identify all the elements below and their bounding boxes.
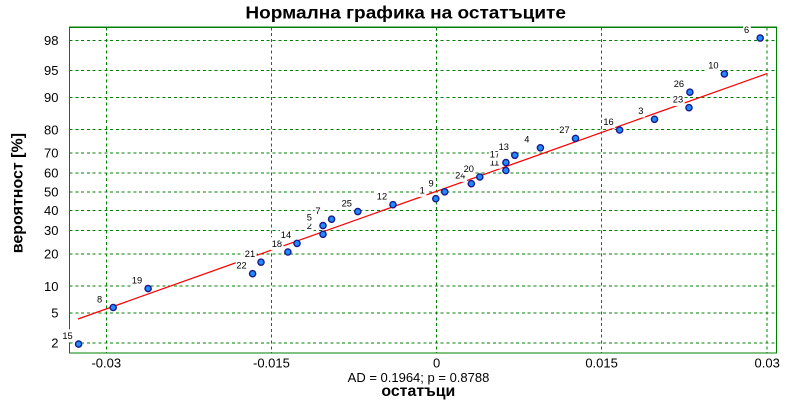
- svg-text:25: 25: [342, 198, 352, 208]
- svg-text:17: 17: [490, 149, 500, 159]
- svg-text:27: 27: [559, 125, 569, 135]
- svg-text:22: 22: [236, 261, 246, 271]
- svg-text:2: 2: [51, 336, 58, 351]
- svg-text:95: 95: [44, 63, 58, 78]
- svg-text:16: 16: [603, 117, 613, 127]
- svg-text:10: 10: [44, 279, 58, 294]
- svg-text:5: 5: [307, 212, 312, 222]
- svg-text:30: 30: [44, 223, 58, 238]
- svg-text:5: 5: [51, 306, 58, 321]
- svg-text:1: 1: [420, 186, 425, 196]
- svg-text:2: 2: [307, 221, 312, 231]
- svg-text:26: 26: [674, 79, 684, 89]
- svg-text:11: 11: [490, 157, 500, 167]
- svg-text:18: 18: [272, 239, 282, 249]
- svg-text:24: 24: [455, 171, 465, 181]
- svg-text:10: 10: [708, 61, 718, 71]
- svg-text:20: 20: [464, 164, 474, 174]
- svg-text:23: 23: [673, 95, 683, 105]
- svg-text:4: 4: [524, 135, 529, 145]
- svg-text:13: 13: [499, 142, 509, 152]
- svg-text:19: 19: [132, 275, 142, 285]
- svg-text:14: 14: [281, 230, 291, 240]
- svg-text:-0.015: -0.015: [253, 355, 290, 370]
- svg-text:7: 7: [315, 206, 320, 216]
- svg-text:15: 15: [62, 331, 72, 341]
- svg-text:90: 90: [44, 90, 58, 105]
- svg-text:80: 80: [44, 122, 58, 137]
- svg-text:60: 60: [44, 166, 58, 181]
- svg-text:21: 21: [245, 249, 255, 259]
- svg-text:9: 9: [429, 179, 434, 189]
- svg-text:20: 20: [44, 246, 58, 261]
- svg-text:AD = 0.1964; p = 0.8788: AD = 0.1964; p = 0.8788: [348, 370, 490, 385]
- svg-text:Нормална графика на остатъците: Нормална графика на остатъците: [245, 3, 566, 23]
- svg-text:0.03: 0.03: [755, 355, 780, 370]
- svg-text:12: 12: [377, 192, 387, 202]
- svg-text:98: 98: [44, 33, 58, 48]
- svg-text:3: 3: [638, 106, 643, 116]
- svg-text:вероятност [%]: вероятност [%]: [10, 133, 27, 253]
- svg-text:70: 70: [44, 146, 58, 161]
- svg-text:0.015: 0.015: [585, 355, 618, 370]
- svg-text:остатъци: остатъци: [381, 383, 455, 400]
- svg-text:-0.03: -0.03: [91, 355, 121, 370]
- svg-text:6: 6: [744, 25, 749, 35]
- svg-text:0: 0: [433, 355, 440, 370]
- svg-text:8: 8: [97, 294, 102, 304]
- svg-text:40: 40: [44, 203, 58, 218]
- svg-text:50: 50: [44, 184, 58, 199]
